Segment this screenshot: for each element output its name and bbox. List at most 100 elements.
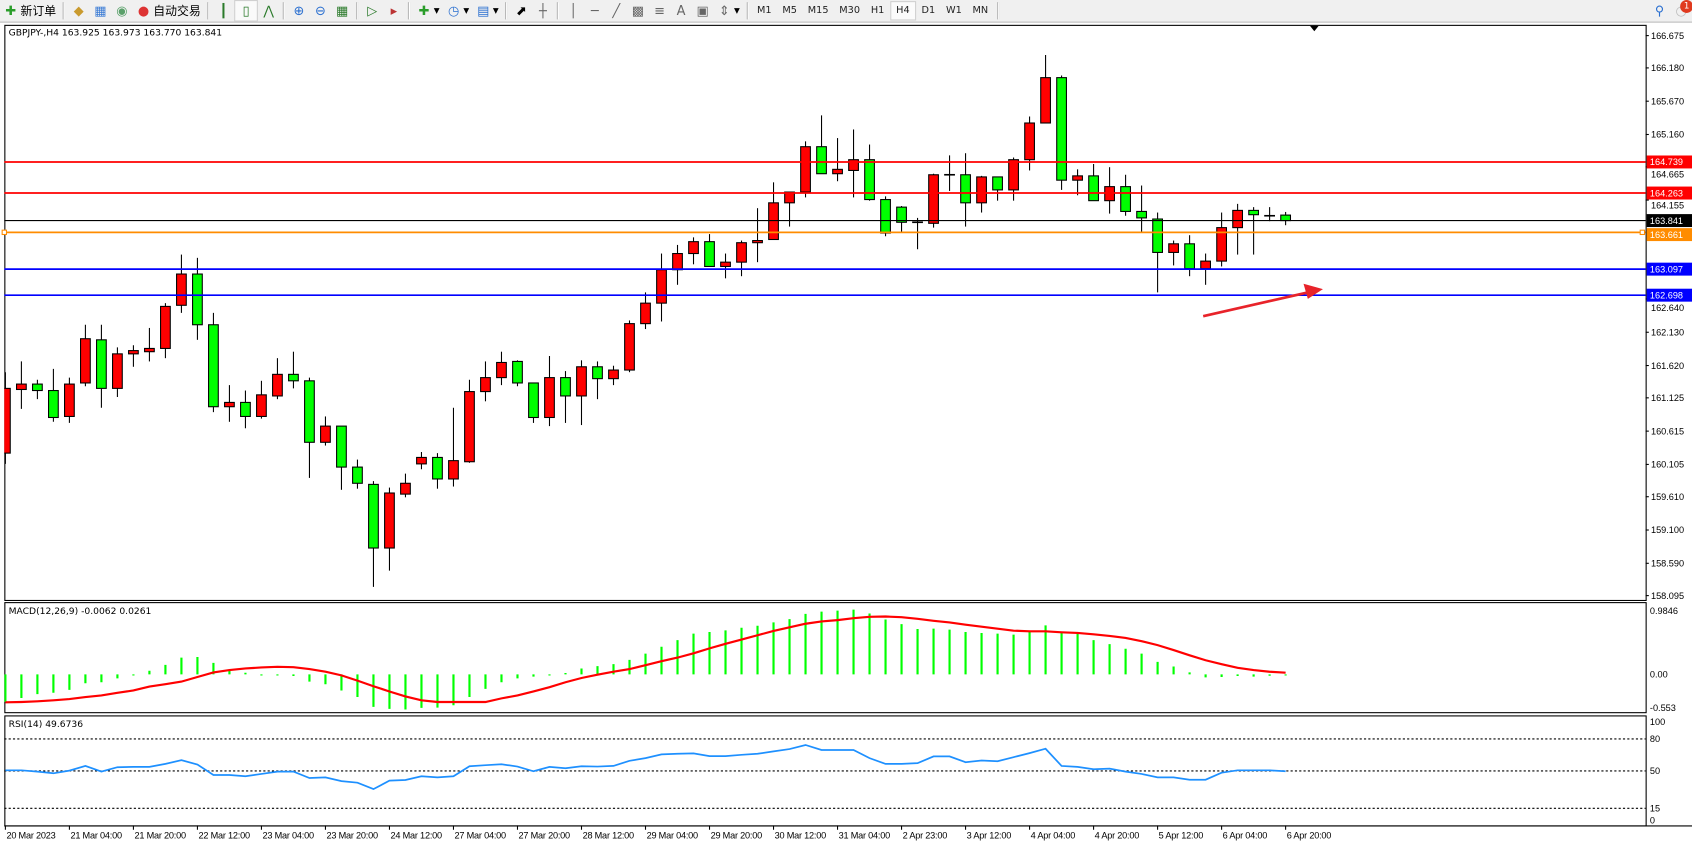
gold-icon: ◆ [73, 3, 84, 19]
candlestick-button[interactable]: ▯ [234, 0, 258, 22]
candle-body [4, 387, 11, 454]
price-level-label: 163.841 [1650, 216, 1683, 226]
equidistant-channel-button[interactable]: ▩ [627, 1, 649, 20]
candle-body [1248, 209, 1260, 216]
timeframe-h1[interactable]: H1 [870, 5, 885, 17]
zoom-in-button[interactable]: ⊕ [288, 1, 310, 20]
market-watch-button[interactable]: ▦ [90, 1, 112, 20]
candle-body [336, 425, 347, 468]
tile-windows-button[interactable]: ▦ [331, 1, 353, 20]
candle [416, 452, 427, 470]
candle-body [272, 373, 283, 397]
candle-body [256, 394, 267, 417]
indicators-button[interactable]: ✚ ▼ [413, 1, 443, 20]
signals-button[interactable]: ◉ [111, 1, 133, 20]
templates-button[interactable]: ▤ ▼ [472, 1, 502, 20]
timeframe-d1[interactable]: D1 [921, 5, 936, 17]
auto-trading-icon: ● [137, 3, 150, 19]
candle [640, 292, 651, 330]
arrows-button[interactable]: ⇕ ▼ [713, 1, 743, 20]
time-label: 28 Mar 12:00 [583, 830, 634, 840]
timeframe-h4[interactable]: H4 [889, 1, 917, 21]
bar-chart-button[interactable]: ┃ [213, 1, 235, 20]
candle [4, 372, 11, 464]
arrows-icon: ⇕ [718, 3, 730, 19]
candle [848, 129, 859, 198]
cursor-button[interactable]: ⬈ [511, 1, 533, 20]
fibonacci-button[interactable]: ≡ [649, 1, 671, 20]
time-label: 23 Mar 20:00 [327, 830, 378, 840]
timeframe-m15[interactable]: M15 [807, 5, 829, 17]
time-label: 27 Mar 20:00 [519, 830, 570, 840]
gold-button[interactable]: ◆ [68, 1, 90, 20]
timeframe-m30[interactable]: M30 [839, 5, 861, 17]
timeframe-m1[interactable]: M1 [757, 5, 772, 17]
candle-body [144, 347, 155, 353]
text-button[interactable]: A [670, 1, 692, 20]
candle-body [576, 366, 587, 397]
time-label: 21 Mar 04:00 [70, 830, 121, 840]
auto-trading-button[interactable]: ● 自动交易 [133, 1, 204, 20]
rsi-line [5, 744, 1286, 791]
timeframe-mn[interactable]: MN [972, 5, 989, 17]
candle-body [1168, 243, 1179, 253]
candle-body [176, 273, 187, 306]
arrow-head-icon [1303, 283, 1323, 299]
macd-tick-label: 0.00 [1650, 670, 1668, 680]
candle-body [800, 146, 811, 193]
chart-shift-icon: ▷ [367, 3, 378, 19]
search-icon: ⚲ [1654, 3, 1665, 19]
autoscroll-button[interactable]: ▸ [383, 1, 405, 20]
trendline-button[interactable]: ╱ [606, 1, 628, 20]
candle [976, 175, 987, 213]
candle [816, 115, 827, 175]
candle [384, 487, 395, 571]
macd-signal-line [5, 615, 1286, 704]
price-tick-label: 166.180 [1651, 63, 1684, 73]
divider [407, 2, 411, 20]
new-order-button[interactable]: ✚ 新订单 [0, 1, 59, 20]
time-label: 23 Mar 04:00 [263, 830, 314, 840]
divider [282, 2, 285, 20]
timeframe-m5[interactable]: M5 [782, 5, 797, 17]
candle-body [544, 377, 555, 419]
candle [320, 416, 331, 446]
candle-body [880, 199, 891, 234]
candle [544, 356, 555, 427]
candle-body [96, 339, 107, 389]
candle-body [16, 383, 27, 391]
timeframe-w1[interactable]: W1 [945, 5, 962, 17]
new-order-label: 新订单 [20, 4, 57, 19]
candle [48, 368, 59, 422]
text-label-button[interactable]: ▣ [692, 1, 714, 20]
rsi-tick-label: 15 [1650, 804, 1660, 814]
candle-body [1072, 175, 1083, 181]
vertical-line-button[interactable]: │ [562, 1, 584, 20]
candle-body [688, 241, 699, 255]
candle [608, 365, 619, 386]
price-level-label: 164.739 [1650, 157, 1683, 167]
divider [746, 2, 749, 20]
notifications-button[interactable]: ○ 1 [1670, 0, 1692, 20]
time-label: 29 Mar 04:00 [647, 830, 698, 840]
line-anchor-handle [1639, 229, 1646, 236]
candle [272, 358, 283, 400]
macd-tick-label: 0.9846 [1650, 606, 1678, 616]
periods-button[interactable]: ◷ ▼ [443, 1, 473, 20]
chart-shift-button[interactable]: ▷ [361, 1, 383, 20]
candle [352, 459, 363, 489]
search-button[interactable]: ⚲ [1649, 1, 1671, 20]
price-tick-label: 159.610 [1651, 492, 1684, 502]
line-chart-button[interactable]: ⋀ [258, 1, 280, 20]
zoom-out-button[interactable]: ⊖ [310, 1, 332, 20]
divider [996, 2, 999, 20]
crosshair-button[interactable]: ┼ [532, 1, 554, 20]
candle-body [960, 174, 971, 204]
candle [32, 379, 43, 400]
time-label: 24 Mar 12:00 [391, 830, 442, 840]
price-tick-label: 166.675 [1651, 31, 1684, 41]
macd-series [4, 609, 1287, 710]
horizontal-line-button[interactable]: ─ [584, 1, 606, 20]
